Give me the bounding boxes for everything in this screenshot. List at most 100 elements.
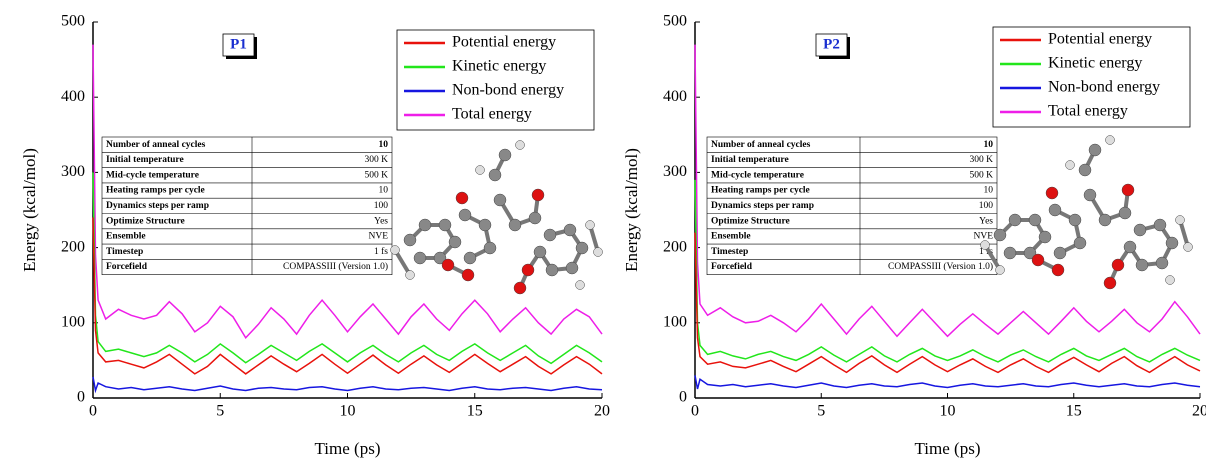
x-tick-label: 10 — [940, 403, 956, 420]
atom — [586, 221, 595, 230]
table-value: Yes — [979, 216, 993, 226]
table-value: 10 — [379, 140, 389, 150]
atom — [981, 241, 990, 250]
table-key: Optimize Structure — [711, 216, 790, 226]
atom — [464, 252, 476, 264]
atom — [1122, 184, 1134, 196]
atom — [391, 246, 400, 255]
atom — [1106, 136, 1115, 145]
x-tick-label: 20 — [1192, 403, 1206, 420]
panel-label: P2 — [823, 36, 840, 52]
atom — [1154, 219, 1166, 231]
molecule-illustration — [391, 141, 603, 295]
atom — [1166, 237, 1178, 249]
atom — [1009, 214, 1021, 226]
y-tick-label: 100 — [663, 313, 687, 330]
table-value: 10 — [984, 140, 994, 150]
atom — [544, 229, 556, 241]
atom — [522, 264, 534, 276]
atom — [489, 169, 501, 181]
table-value: COMPASSIII (Version 1.0) — [888, 261, 993, 272]
y-tick-label: 0 — [77, 389, 85, 406]
atom — [1084, 189, 1096, 201]
atom — [484, 242, 496, 254]
y-axis-label: Energy (kcal/mol) — [20, 148, 39, 272]
table-key: Dynamics steps per ramp — [106, 201, 209, 211]
x-tick-label: 0 — [691, 403, 699, 420]
atom — [1156, 257, 1168, 269]
atom — [1039, 231, 1051, 243]
y-tick-label: 300 — [61, 163, 85, 180]
atom — [514, 282, 526, 294]
table-key: Forcefield — [711, 262, 753, 272]
table-key: Heating ramps per cycle — [711, 186, 810, 196]
atom — [1046, 187, 1058, 199]
x-tick-label: 5 — [817, 403, 825, 420]
atom — [509, 219, 521, 231]
atom — [1104, 277, 1116, 289]
atom — [564, 224, 576, 236]
table-value: 100 — [374, 201, 389, 211]
atom — [499, 149, 511, 161]
line-series — [93, 377, 602, 391]
atom — [516, 141, 525, 150]
y-tick-label: 500 — [61, 13, 85, 30]
atom — [1124, 241, 1136, 253]
table-key: Heating ramps per cycle — [106, 186, 205, 196]
table-key: Number of anneal cycles — [711, 140, 811, 150]
legend-label: Kinetic energy — [1048, 55, 1142, 72]
legend-label: Kinetic energy — [452, 58, 546, 75]
table-key: Dynamics steps per ramp — [711, 201, 814, 211]
x-tick-label: 15 — [467, 403, 483, 420]
atom — [1089, 144, 1101, 156]
atom — [1004, 247, 1016, 259]
atom — [996, 266, 1005, 275]
atom — [459, 209, 471, 221]
x-tick-label: 10 — [340, 403, 356, 420]
atom — [534, 246, 546, 258]
atom — [594, 248, 603, 257]
atom — [439, 219, 451, 231]
x-tick-label: 15 — [1066, 403, 1082, 420]
x-axis-label: Time (ps) — [315, 439, 381, 458]
table-key: Timestep — [711, 247, 748, 257]
atom — [1054, 247, 1066, 259]
atom — [532, 189, 544, 201]
y-axis-label: Energy (kcal/mol) — [622, 148, 641, 272]
atom — [479, 219, 491, 231]
y-tick-label: 200 — [61, 238, 85, 255]
atom — [494, 194, 506, 206]
atom — [1136, 259, 1148, 271]
legend-label: Non-bond energy — [452, 82, 564, 99]
table-key: Mid-cycle temperature — [711, 170, 804, 180]
atom — [546, 264, 558, 276]
atom — [1184, 243, 1193, 252]
legend-label: Total energy — [1048, 103, 1128, 120]
legend-label: Non-bond energy — [1048, 79, 1160, 96]
line-series — [695, 375, 1200, 389]
table-key: Ensemble — [711, 232, 751, 242]
atom — [1079, 164, 1091, 176]
atom — [476, 166, 485, 175]
y-tick-label: 500 — [663, 13, 687, 30]
figure: 0 100 200 300 400 500 0 5 10 15 20 Time (ps) Energy … — [0, 0, 1206, 463]
y-tick-label: 100 — [61, 313, 85, 330]
table-value: NVE — [368, 232, 388, 242]
atom — [1166, 276, 1175, 285]
y-tick-label: 400 — [61, 88, 85, 105]
atom — [566, 262, 578, 274]
table-key: Forcefield — [106, 262, 148, 272]
y-tick-label: 300 — [663, 163, 687, 180]
legend-label: Total energy — [452, 106, 532, 123]
atom — [1112, 259, 1124, 271]
atom — [404, 234, 416, 246]
table-value: 10 — [379, 186, 389, 196]
atom — [462, 269, 474, 281]
atom — [449, 236, 461, 248]
atom — [529, 212, 541, 224]
atom — [1049, 204, 1061, 216]
table-key: Ensemble — [106, 232, 146, 242]
table-key: Initial temperature — [711, 155, 789, 165]
